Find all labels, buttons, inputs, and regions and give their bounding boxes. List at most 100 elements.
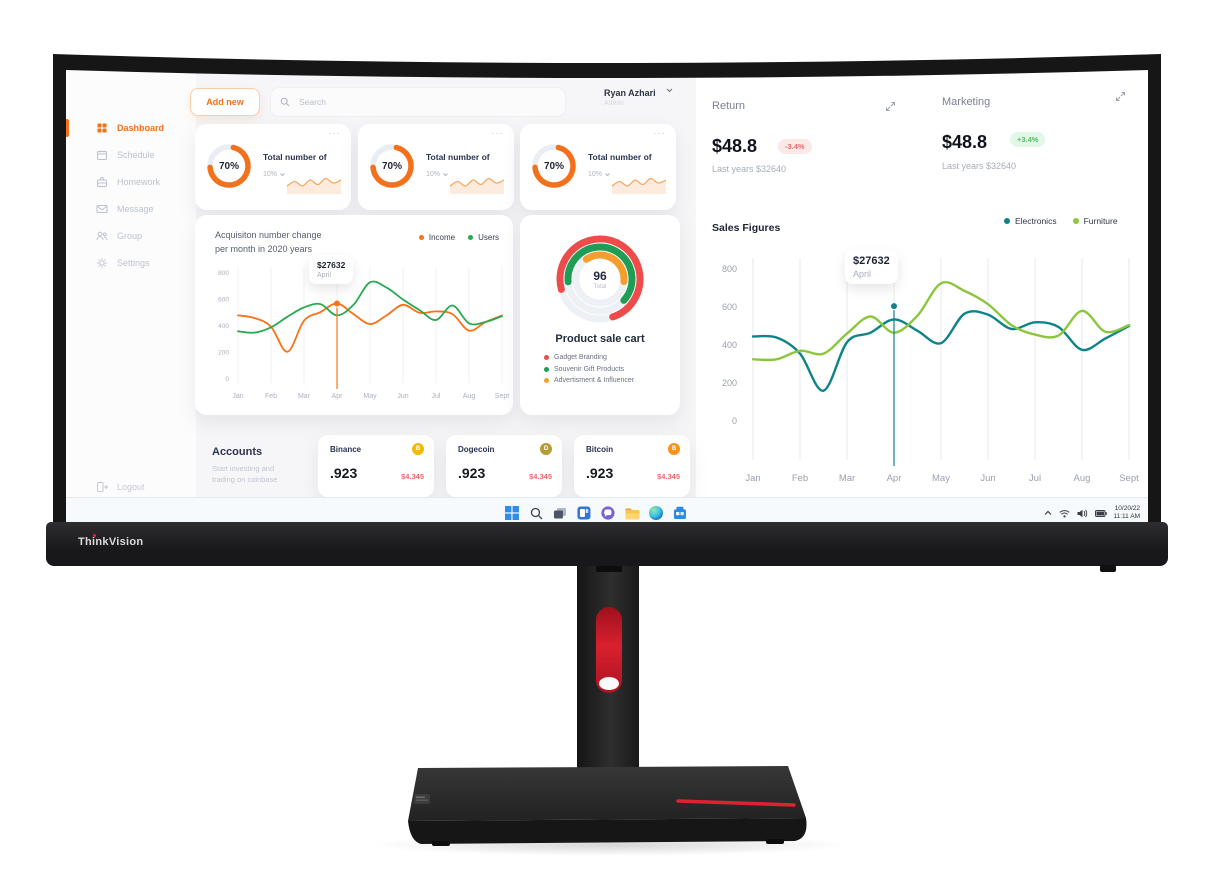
chevron-down-icon: [280, 173, 285, 177]
svg-text:Jul: Jul: [432, 393, 441, 400]
sidebar-label: Message: [117, 204, 154, 214]
kpi-title: Total number of: [426, 152, 490, 162]
sidebar-item-schedule[interactable]: Schedule: [96, 147, 164, 163]
monitor-bottom-bezel: ThinkVision: [46, 522, 1168, 566]
card-menu-button[interactable]: ···: [491, 128, 504, 139]
kpi-sub: 10%: [588, 171, 610, 178]
sidebar-label: Group: [117, 231, 143, 241]
svg-text:600: 600: [218, 297, 229, 304]
envelope-icon: [96, 203, 108, 215]
svg-text:Jan: Jan: [232, 393, 243, 400]
coin-change: $4.345: [529, 472, 552, 481]
kpi-title: Total number of: [263, 152, 327, 162]
card-menu-button[interactable]: ···: [653, 128, 666, 139]
brand-logo-red-dot: [93, 534, 96, 537]
widgets-icon[interactable]: [576, 505, 592, 521]
search-bar: [270, 87, 566, 117]
svg-text:400: 400: [722, 340, 737, 350]
briefcase-icon: [96, 176, 108, 188]
coin-change: $4.345: [401, 472, 424, 481]
card-menu-button[interactable]: ···: [328, 128, 341, 139]
kpi-sub: 10%: [263, 171, 285, 178]
monitor-screen: Dashboard Schedule Homework Message: [66, 64, 1148, 528]
svg-text:Feb: Feb: [265, 393, 277, 400]
logout-icon: [96, 481, 108, 493]
expand-icon[interactable]: [1116, 92, 1125, 101]
svg-text:0: 0: [732, 416, 737, 426]
marketing-title: Marketing: [942, 96, 991, 108]
sales-figures-title: Sales Figures: [712, 222, 781, 234]
chart-tooltip: $27632 April: [309, 255, 353, 284]
return-value: $48.8: [712, 136, 758, 156]
kpi-percent: 70%: [543, 160, 564, 172]
svg-text:Jul: Jul: [1029, 473, 1041, 484]
tooltip-value: $27632: [853, 255, 890, 267]
kpi-card: 70% Total number of 10% ···: [520, 124, 676, 210]
svg-text:May: May: [932, 473, 950, 484]
binance-coin-icon: B: [412, 443, 424, 455]
sidebar-label: Homework: [117, 177, 161, 187]
svg-text:Jun: Jun: [397, 393, 408, 400]
microsoft-store-icon[interactable]: [672, 505, 688, 521]
legend-label: Furniture: [1083, 216, 1118, 226]
kpi-sparkline: [612, 174, 666, 194]
account-card-binance[interactable]: Binance B .923 $4.345: [318, 435, 434, 497]
dogecoin-coin-icon: D: [540, 443, 552, 455]
svg-text:Sept: Sept: [1119, 473, 1139, 484]
legend-label: Advertisment & Influencer: [554, 377, 635, 384]
svg-text:May: May: [363, 393, 377, 400]
chat-icon[interactable]: [600, 505, 616, 521]
legend-dot-furniture: [1073, 218, 1079, 224]
acquisition-chart-card: Acquisiton number change per month in 20…: [195, 215, 513, 415]
coin-value: .923: [458, 465, 486, 481]
svg-text:Mar: Mar: [298, 393, 311, 400]
logout-button[interactable]: Logout: [96, 481, 145, 493]
kpi-sparkline: [287, 174, 341, 194]
add-new-button[interactable]: Add new: [190, 88, 260, 116]
expand-icon[interactable]: [886, 102, 895, 111]
coin-value: .923: [586, 465, 614, 481]
account-card-dogecoin[interactable]: Dogecoin D .923 $4.345: [446, 435, 562, 497]
user-role: Admin: [604, 100, 624, 107]
file-explorer-icon[interactable]: [624, 505, 640, 521]
donut-center: 96 Total: [550, 229, 650, 329]
sidebar-item-message[interactable]: Message: [96, 201, 164, 217]
coin-name: Dogecoin: [458, 445, 495, 454]
product-legend: Gadget Branding Souvenir Gift Products A…: [544, 354, 634, 384]
svg-text:Aug: Aug: [1074, 473, 1091, 484]
brand-logo: ThinkVision: [78, 536, 144, 548]
sidebar: Dashboard Schedule Homework Message: [66, 64, 196, 498]
active-indicator: [66, 119, 69, 137]
legend-label: Souvenir Gift Products: [554, 365, 625, 373]
taskbar-search-icon[interactable]: [528, 505, 544, 521]
svg-text:Aug: Aug: [463, 393, 476, 400]
svg-text:Jan: Jan: [745, 473, 760, 484]
user-menu[interactable]: Ryan Azhari Admin: [604, 88, 673, 107]
sidebar-item-dashboard[interactable]: Dashboard: [96, 120, 164, 136]
sidebar-item-group[interactable]: Group: [96, 228, 164, 244]
logout-label: Logout: [117, 482, 145, 492]
sales-line-chart: Jan Feb Mar Apr May Jun Jul Aug Sept 800 600 400 200…: [701, 244, 1150, 490]
sidebar-item-homework[interactable]: Homework: [96, 174, 164, 190]
taskbar-clock[interactable]: 10/20/22 11:11 AM: [1114, 505, 1141, 522]
stand-cable-hole: [599, 677, 619, 690]
sidebar-item-settings[interactable]: Settings: [96, 255, 164, 271]
edge-browser-icon[interactable]: [648, 505, 664, 521]
tray-chevron-up-icon[interactable]: [1044, 510, 1052, 516]
account-card-bitcoin[interactable]: Bitcoin B .923 $4.345: [574, 435, 690, 497]
chevron-down-icon: [666, 88, 673, 93]
svg-text:0: 0: [225, 376, 229, 383]
svg-text:Sept: Sept: [495, 393, 509, 400]
donut-total-value: 96: [593, 268, 607, 283]
start-button-icon[interactable]: [504, 505, 520, 521]
sidebar-label: Dashboard: [117, 123, 165, 133]
kpi-sparkline: [450, 174, 504, 194]
volume-icon: [1077, 509, 1088, 518]
power-button[interactable]: [1100, 565, 1116, 572]
bitcoin-coin-icon: B: [668, 443, 680, 455]
legend-label: Gadget Branding: [554, 354, 607, 361]
task-view-icon[interactable]: [552, 505, 568, 521]
svg-text:Apr: Apr: [887, 473, 902, 484]
tooltip-label: April: [853, 269, 872, 279]
search-input[interactable]: [297, 96, 501, 108]
